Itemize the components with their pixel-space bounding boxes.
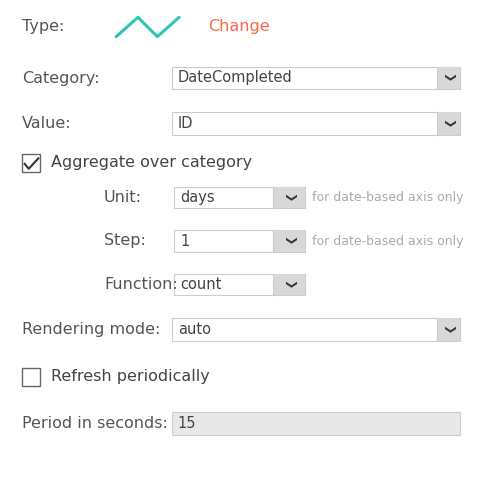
Text: Change: Change: [208, 19, 270, 35]
FancyBboxPatch shape: [273, 230, 305, 252]
Text: Refresh periodically: Refresh periodically: [51, 369, 210, 385]
FancyBboxPatch shape: [273, 274, 305, 295]
FancyBboxPatch shape: [172, 112, 460, 135]
FancyBboxPatch shape: [172, 318, 460, 341]
Text: Rendering mode:: Rendering mode:: [22, 322, 160, 337]
FancyBboxPatch shape: [273, 187, 305, 208]
Text: ❯: ❯: [443, 325, 454, 334]
Text: Unit:: Unit:: [104, 190, 142, 205]
FancyBboxPatch shape: [174, 274, 305, 295]
FancyBboxPatch shape: [174, 187, 305, 208]
Text: ID: ID: [178, 116, 193, 131]
FancyBboxPatch shape: [437, 112, 460, 135]
Text: 15: 15: [178, 416, 196, 431]
Text: ❯: ❯: [284, 193, 295, 202]
Text: Aggregate over category: Aggregate over category: [51, 155, 252, 171]
Text: Value:: Value:: [22, 116, 72, 131]
Text: for date-based axis only: for date-based axis only: [312, 191, 464, 204]
Text: 1: 1: [180, 233, 189, 249]
Text: Type:: Type:: [22, 19, 64, 35]
Text: ❯: ❯: [443, 73, 454, 82]
Text: for date-based axis only: for date-based axis only: [312, 235, 464, 247]
FancyBboxPatch shape: [437, 67, 460, 89]
FancyBboxPatch shape: [172, 67, 460, 89]
Text: days: days: [180, 190, 215, 205]
Text: Period in seconds:: Period in seconds:: [22, 415, 167, 431]
Text: DateCompleted: DateCompleted: [178, 70, 292, 85]
FancyBboxPatch shape: [22, 368, 40, 386]
Text: Category:: Category:: [22, 70, 99, 86]
FancyBboxPatch shape: [174, 230, 305, 252]
Text: Step:: Step:: [104, 233, 146, 249]
Text: ❯: ❯: [284, 236, 295, 246]
Text: ❯: ❯: [443, 119, 454, 128]
Text: auto: auto: [178, 322, 211, 337]
Text: count: count: [180, 277, 221, 292]
FancyBboxPatch shape: [22, 154, 40, 172]
Text: ❯: ❯: [284, 280, 295, 289]
Text: Function:: Function:: [104, 277, 178, 292]
FancyBboxPatch shape: [172, 412, 460, 435]
FancyBboxPatch shape: [437, 318, 460, 341]
